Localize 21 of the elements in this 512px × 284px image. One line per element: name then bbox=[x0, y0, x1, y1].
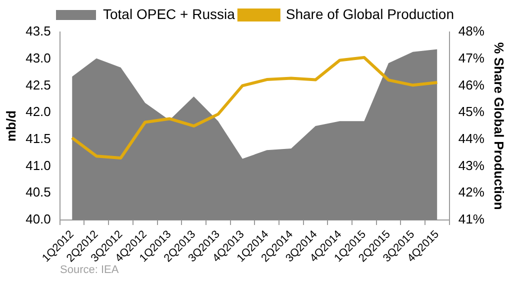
y2-tick-label: 42% bbox=[458, 184, 485, 200]
legend-label: Share of Global Production bbox=[286, 6, 454, 22]
y-tick-label: 43.5 bbox=[26, 24, 51, 39]
y-tick-label: 42.0 bbox=[26, 104, 51, 120]
y-axis-title: mb/d bbox=[3, 110, 18, 142]
y-tick-label: 41.5 bbox=[26, 131, 51, 146]
y-tick-label: 41.0 bbox=[26, 158, 51, 173]
y2-tick-label: 47% bbox=[458, 50, 485, 66]
y2-tick-label: 46% bbox=[458, 77, 485, 92]
y-tick-label: 43.0 bbox=[26, 50, 51, 66]
y2-axis-title: % Share Global Production bbox=[492, 42, 507, 210]
y2-tick-label: 45% bbox=[458, 104, 485, 120]
source-note: Source: IEA bbox=[60, 264, 119, 276]
y2-tick-label: 43% bbox=[458, 158, 485, 173]
y-tick-label: 42.5 bbox=[26, 77, 51, 92]
y-tick-label: 40.5 bbox=[26, 184, 51, 200]
y2-tick-label: 48% bbox=[458, 24, 485, 39]
y2-tick-label: 41% bbox=[458, 212, 485, 227]
legend-label: Total OPEC + Russia bbox=[103, 6, 236, 22]
y-tick-label: 40.0 bbox=[26, 212, 51, 227]
y2-tick-label: 44% bbox=[458, 131, 485, 146]
